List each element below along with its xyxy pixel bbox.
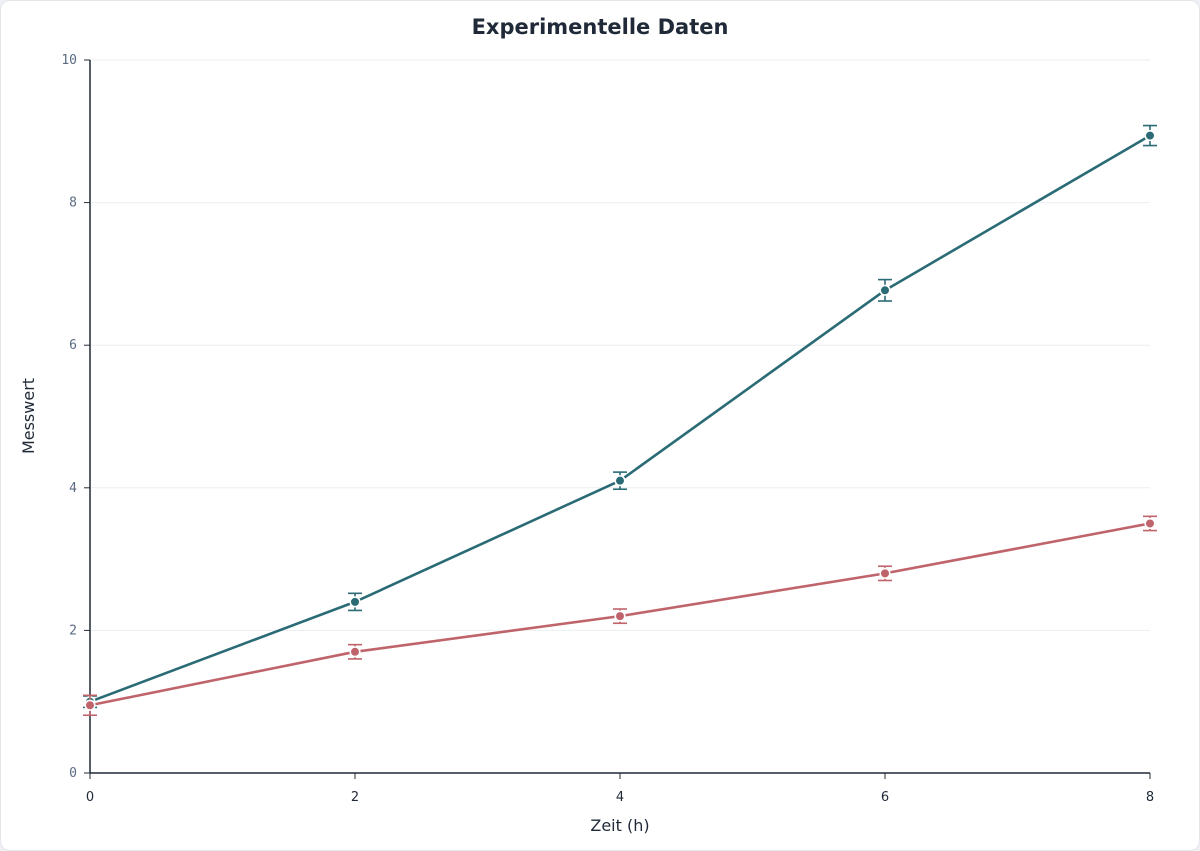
y-tick-label: 4 — [69, 481, 77, 496]
data-point — [879, 567, 891, 579]
x-tick-label: 4 — [616, 790, 624, 805]
x-tick-label: 6 — [881, 790, 889, 805]
x-tick-label: 8 — [1146, 790, 1154, 805]
x-axis-ticks: 0 2 4 6 8 — [86, 773, 1154, 805]
data-point — [349, 596, 361, 608]
chart-title: Experimentelle Daten — [472, 15, 729, 39]
y-axis-label: Messwert — [19, 378, 38, 454]
y-tick-label: 0 — [69, 766, 77, 781]
data-point — [879, 284, 891, 296]
data-point — [1144, 129, 1156, 142]
x-tick-label: 2 — [351, 790, 359, 805]
data-point — [84, 699, 96, 711]
y-axis-ticks: 0 2 4 6 8 10 — [61, 53, 90, 781]
y-tick-label: 6 — [69, 338, 77, 353]
data-point — [1144, 517, 1156, 530]
x-tick-label: 0 — [86, 790, 94, 805]
plot-area — [83, 124, 1157, 717]
series-1 — [83, 124, 1157, 709]
data-point — [614, 475, 626, 487]
y-tick-label: 8 — [69, 196, 77, 211]
data-point — [349, 646, 361, 658]
x-axis-label: Zeit (h) — [590, 816, 649, 835]
grid-lines — [90, 59, 1150, 631]
data-point — [614, 610, 626, 622]
series-2 — [83, 515, 1157, 717]
y-tick-label: 10 — [61, 53, 77, 68]
y-tick-label: 2 — [69, 623, 77, 638]
